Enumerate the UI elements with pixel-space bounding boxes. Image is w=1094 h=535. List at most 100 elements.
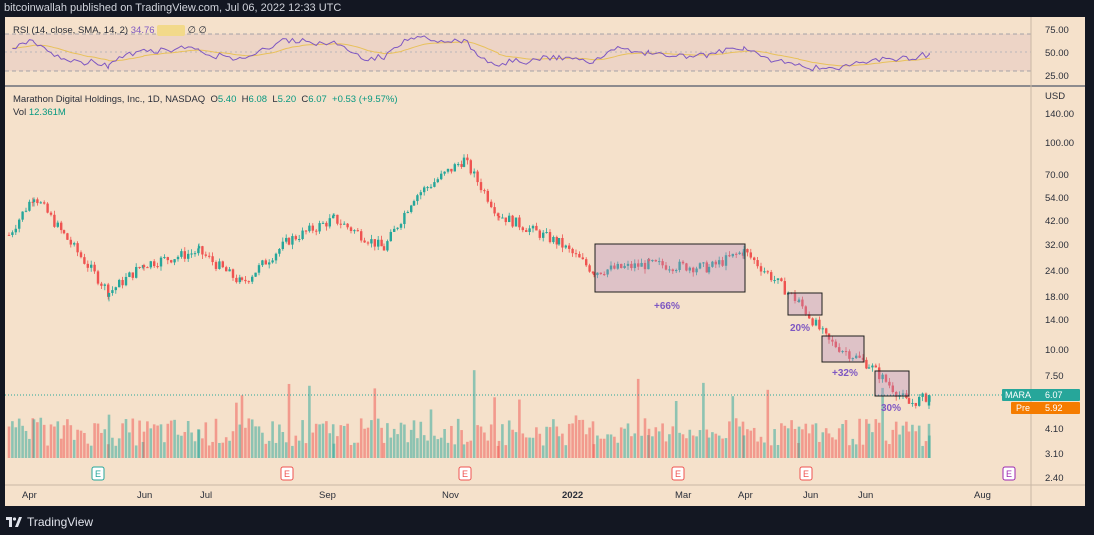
volume-bar <box>86 443 90 458</box>
candle-body <box>753 257 756 261</box>
candle-body <box>423 187 426 193</box>
candle-body <box>561 237 564 248</box>
earnings-marker[interactable] <box>799 466 813 481</box>
volume-bar <box>728 421 731 458</box>
volume-bar <box>921 445 924 458</box>
candle-body <box>396 227 399 229</box>
candle-body <box>878 367 881 380</box>
candle-body <box>363 240 366 243</box>
volume-bar <box>651 436 654 458</box>
volume-bar <box>905 421 908 458</box>
volume-bar <box>776 444 780 458</box>
candle-body <box>596 272 599 276</box>
volume-bar <box>721 438 724 458</box>
volume-bar <box>848 445 851 458</box>
volume-bar <box>763 442 766 458</box>
candle-body <box>661 261 664 266</box>
chart-frame[interactable]: 75.00 50.00 25.00 USD 140.00 100.00 70.00 5… <box>5 17 1085 506</box>
volume-bar <box>96 423 100 458</box>
candle-body <box>176 256 180 260</box>
box-30[interactable] <box>874 370 910 397</box>
volume-bar <box>214 418 218 458</box>
candle-body <box>173 259 176 263</box>
price-axis[interactable]: USD 140.00 100.00 70.00 54.00 42.00 32.00 24.0… <box>1045 91 1074 484</box>
volume-bar <box>742 435 746 458</box>
volume-bar <box>801 429 804 458</box>
candle-body <box>466 157 469 161</box>
volume-bar <box>297 440 301 458</box>
candle-body <box>801 299 804 307</box>
candle-body <box>460 164 463 167</box>
rsi-tick-25: 25.00 <box>1045 71 1069 82</box>
candle-body <box>69 239 72 245</box>
candle-body <box>678 261 681 270</box>
volume-bar <box>462 444 466 458</box>
candle-body <box>416 195 419 202</box>
volume-bar <box>867 423 871 458</box>
candle-body <box>838 347 841 352</box>
candle-body <box>773 280 776 282</box>
candle-body <box>321 222 325 224</box>
candle-body <box>231 269 235 278</box>
candle-body <box>921 393 924 397</box>
volume-bar <box>702 382 705 458</box>
candle-body <box>578 253 581 258</box>
box-32[interactable] <box>821 335 865 363</box>
earnings-marker[interactable] <box>280 466 294 481</box>
earnings-marker[interactable] <box>1002 466 1016 481</box>
candle-body <box>702 262 705 264</box>
candle-body <box>264 260 267 265</box>
candle-body <box>564 245 567 248</box>
volume-bar <box>392 428 396 458</box>
volume-bar <box>409 429 413 458</box>
candle-body <box>225 267 228 272</box>
time-tick: Mar <box>675 490 691 501</box>
candle-body <box>623 265 626 268</box>
box-20[interactable] <box>787 292 823 316</box>
volume-bar <box>228 440 231 458</box>
change-value: +0.53 (+9.57%) <box>332 94 398 105</box>
volume-bar <box>66 419 69 458</box>
time-axis[interactable]: Apr Jun Jul Sep Nov 2022 Mar Apr Jun Jun Aug <box>22 490 991 501</box>
candle-body <box>728 255 731 257</box>
volume-bar <box>152 424 156 458</box>
candle-body <box>93 264 96 272</box>
price-chart[interactable]: 75.00 50.00 25.00 USD 140.00 100.00 70.00 5… <box>5 17 1085 506</box>
candle-body <box>711 261 714 267</box>
annotation-20: 20% <box>790 323 810 334</box>
volume-bar <box>62 425 66 458</box>
candle-body <box>821 328 824 330</box>
candle-body <box>228 269 231 272</box>
tradingview-logo[interactable]: TradingView <box>6 515 93 529</box>
candle-body <box>626 263 630 266</box>
candle-body <box>476 171 479 183</box>
time-tick: Apr <box>22 490 37 501</box>
candle-body <box>504 217 507 223</box>
annotation-boxes[interactable]: +66% 20% +32% 30% <box>594 243 910 414</box>
box-66[interactable] <box>594 243 746 293</box>
volume-bar <box>476 425 479 458</box>
earnings-marker[interactable] <box>671 466 685 481</box>
candle-body <box>107 293 111 297</box>
volume-bar <box>827 433 831 458</box>
volume-bar <box>518 399 521 458</box>
volume-bar <box>769 445 773 458</box>
candle-body <box>291 236 294 245</box>
candle-body <box>410 205 413 212</box>
earnings-marker[interactable] <box>91 466 105 481</box>
volume-bar <box>366 427 370 458</box>
candle-body <box>450 168 453 172</box>
candle-body <box>214 262 218 269</box>
candle-body <box>366 242 370 244</box>
volume-bar <box>180 435 183 458</box>
candle-body <box>251 276 254 282</box>
candle-body <box>111 290 114 294</box>
volume-bar <box>759 436 763 458</box>
candle-body <box>647 259 651 262</box>
volume-bar <box>619 427 623 458</box>
earnings-marker[interactable] <box>458 466 472 481</box>
volume-bars <box>7 370 931 458</box>
candle-body <box>14 228 17 233</box>
volume-bar <box>134 445 138 458</box>
